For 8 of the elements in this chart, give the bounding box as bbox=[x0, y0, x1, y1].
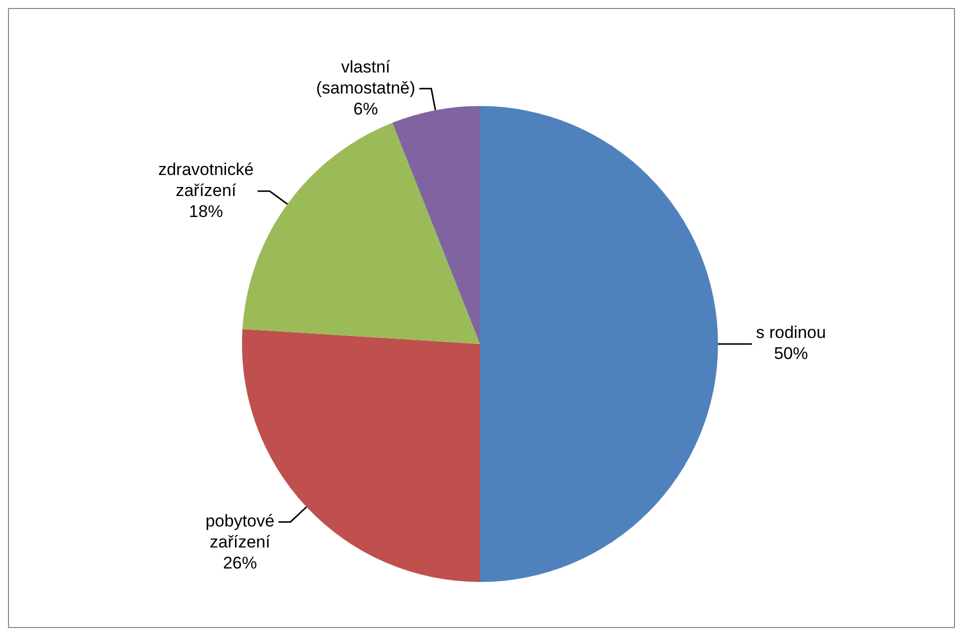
slice-label: pobytové zařízení bbox=[205, 512, 274, 552]
slice-label: s rodinou bbox=[756, 323, 826, 342]
data-label: 26% bbox=[222, 554, 257, 573]
data-label: 6% bbox=[353, 99, 378, 118]
slice-label: zdravotnické zařízení bbox=[158, 160, 254, 200]
data-label: 50% bbox=[774, 344, 808, 364]
slice-label: vlastní (samostatně) bbox=[316, 57, 416, 98]
data-label: 18% bbox=[188, 202, 223, 221]
